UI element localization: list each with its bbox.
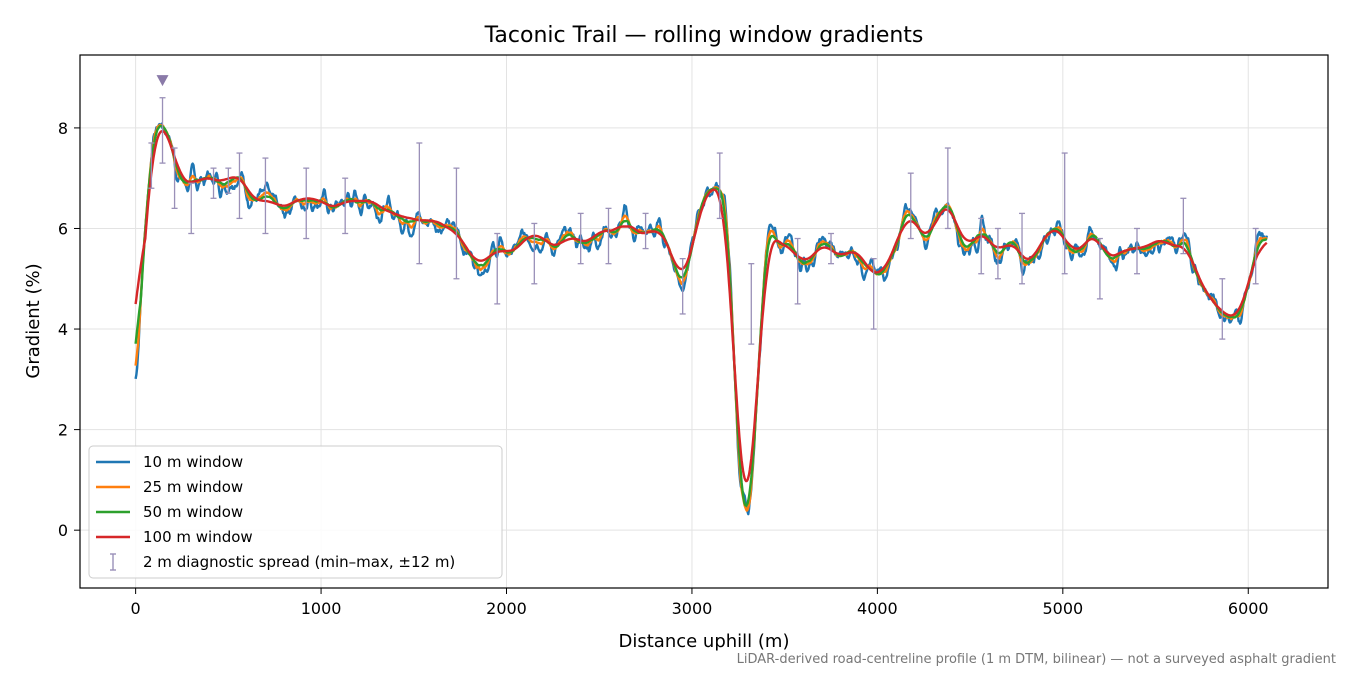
error-bar	[148, 142, 155, 189]
error-bar	[210, 167, 217, 199]
error-bar	[1133, 227, 1140, 275]
error-bar	[225, 167, 232, 194]
error-bar	[416, 142, 423, 265]
series-line-100m	[134, 129, 1268, 483]
legend-box	[88, 445, 503, 579]
plot-frame	[79, 54, 1329, 589]
error-bar	[342, 177, 349, 235]
error-bar	[828, 232, 835, 265]
error-bar	[1019, 212, 1026, 285]
legend-item: 25 m window	[96, 478, 243, 496]
x-tick-label: 2000	[486, 599, 527, 618]
error-bar	[1219, 278, 1226, 340]
error-bar	[303, 167, 310, 240]
error-bar	[794, 237, 801, 305]
x-tick-label: 4000	[857, 599, 898, 618]
error-bar	[577, 212, 584, 265]
error-bar	[494, 232, 501, 305]
y-tick-label: 6	[58, 219, 68, 238]
x-axis-label: Distance uphill (m)	[619, 631, 790, 652]
y-tick-label: 4	[58, 320, 68, 339]
source-note: LiDAR-derived road-centreline profile (1…	[736, 652, 1336, 667]
error-bar	[1252, 227, 1259, 285]
y-ticks: 0 2 4 6 8	[58, 119, 80, 540]
x-tick-label: 5000	[1042, 599, 1083, 618]
error-bar	[748, 263, 755, 345]
peak-marker	[156, 75, 169, 87]
legend-item: 2 m diagnostic spread (min–max, ±12 m)	[110, 553, 455, 571]
y-tick-label: 8	[58, 119, 68, 138]
error-bar	[907, 172, 914, 240]
chart-title: Taconic Trail — rolling window gradients	[484, 23, 924, 48]
error-bar	[944, 147, 951, 230]
legend-item: 10 m window	[96, 453, 243, 471]
legend-label: 25 m window	[143, 478, 243, 496]
y-tick-label: 2	[58, 421, 68, 440]
y-tick-label: 0	[58, 521, 68, 540]
legend-label: 100 m window	[143, 528, 253, 546]
error-bar	[159, 97, 166, 164]
legend-label: 10 m window	[143, 453, 243, 471]
error-bar	[978, 217, 985, 275]
error-bar	[994, 227, 1001, 280]
error-bar	[716, 152, 723, 220]
errorbar-layer	[148, 75, 1259, 345]
error-bar	[188, 182, 195, 235]
x-tick-label: 1000	[301, 599, 342, 618]
legend-item: 100 m window	[96, 528, 253, 546]
error-bar	[642, 212, 649, 250]
error-bar	[1096, 237, 1103, 300]
error-bar	[531, 222, 538, 285]
x-tick-label: 3000	[672, 599, 713, 618]
x-ticks: 0 1000 2000 3000 4000 5000 6000	[131, 588, 1269, 618]
error-bar	[605, 207, 612, 265]
y-axis-label: Gradient (%)	[23, 263, 44, 378]
x-tick-label: 0	[131, 599, 141, 618]
error-bar	[1061, 152, 1068, 275]
error-bar	[171, 147, 178, 210]
series-layer	[134, 122, 1268, 516]
error-bar	[453, 167, 460, 280]
error-bar	[870, 257, 877, 330]
error-bar	[679, 257, 686, 315]
x-tick-label: 6000	[1228, 599, 1269, 618]
error-bar	[262, 157, 269, 235]
legend: 10 m window 25 m window 50 m window 100 m w…	[88, 445, 503, 579]
legend-item: 50 m window	[96, 503, 243, 521]
legend-label: 50 m window	[143, 503, 243, 521]
error-bar	[1180, 197, 1187, 255]
error-bar	[236, 152, 243, 220]
legend-label: 2 m diagnostic spread (min–max, ±12 m)	[143, 553, 455, 571]
grid	[80, 55, 1328, 588]
